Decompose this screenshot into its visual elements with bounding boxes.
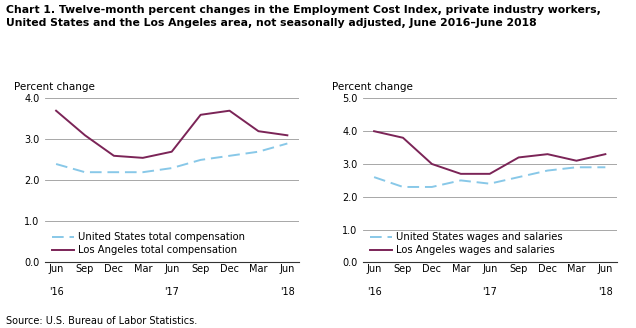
- United States total compensation: [284, 142, 291, 146]
- United States wages and salaries: [572, 165, 580, 169]
- Legend: United States total compensation, Los Angeles total compensation: United States total compensation, Los An…: [50, 230, 247, 257]
- Text: Source: U.S. Bureau of Labor Statistics.: Source: U.S. Bureau of Labor Statistics.: [6, 317, 198, 326]
- Text: '17: '17: [164, 287, 179, 297]
- Los Angeles total compensation: [197, 113, 204, 117]
- Los Angeles total compensation: [254, 129, 262, 133]
- Line: Los Angeles total compensation: Los Angeles total compensation: [56, 111, 287, 158]
- Text: Percent change: Percent change: [14, 82, 95, 92]
- Los Angeles wages and salaries: [515, 155, 522, 159]
- United States wages and salaries: [515, 175, 522, 179]
- United States wages and salaries: [370, 175, 378, 179]
- Text: Chart 1. Twelve-month percent changes in the Employment Cost Index, private indu: Chart 1. Twelve-month percent changes in…: [6, 5, 601, 28]
- Los Angeles wages and salaries: [544, 152, 551, 156]
- United States total compensation: [197, 158, 204, 162]
- Legend: United States wages and salaries, Los Angeles wages and salaries: United States wages and salaries, Los An…: [368, 230, 564, 257]
- United States total compensation: [139, 170, 147, 174]
- United States wages and salaries: [457, 178, 465, 182]
- United States wages and salaries: [544, 169, 551, 173]
- Los Angeles total compensation: [81, 133, 89, 137]
- Los Angeles total compensation: [226, 109, 233, 113]
- United States total compensation: [52, 162, 60, 166]
- Los Angeles wages and salaries: [572, 159, 580, 163]
- Text: '18: '18: [598, 287, 612, 297]
- Text: '18: '18: [280, 287, 294, 297]
- Los Angeles wages and salaries: [370, 129, 378, 133]
- United States wages and salaries: [428, 185, 436, 189]
- Los Angeles wages and salaries: [602, 152, 609, 156]
- Text: '16: '16: [49, 287, 64, 297]
- United States wages and salaries: [399, 185, 407, 189]
- Text: '16: '16: [367, 287, 382, 297]
- Line: United States wages and salaries: United States wages and salaries: [374, 167, 605, 187]
- United States total compensation: [254, 150, 262, 154]
- Los Angeles total compensation: [110, 154, 118, 158]
- Los Angeles total compensation: [284, 133, 291, 137]
- Text: '17: '17: [482, 287, 497, 297]
- Los Angeles total compensation: [168, 150, 176, 154]
- Los Angeles wages and salaries: [486, 172, 494, 176]
- United States wages and salaries: [602, 165, 609, 169]
- Los Angeles wages and salaries: [428, 162, 436, 166]
- United States total compensation: [81, 170, 89, 174]
- Los Angeles wages and salaries: [457, 172, 465, 176]
- United States total compensation: [226, 154, 233, 158]
- United States wages and salaries: [486, 182, 494, 186]
- Los Angeles total compensation: [139, 156, 147, 160]
- Line: United States total compensation: United States total compensation: [56, 144, 287, 172]
- United States total compensation: [168, 166, 176, 170]
- Los Angeles wages and salaries: [399, 136, 407, 140]
- Los Angeles total compensation: [52, 109, 60, 113]
- United States total compensation: [110, 170, 118, 174]
- Text: Percent change: Percent change: [332, 82, 413, 92]
- Line: Los Angeles wages and salaries: Los Angeles wages and salaries: [374, 131, 605, 174]
